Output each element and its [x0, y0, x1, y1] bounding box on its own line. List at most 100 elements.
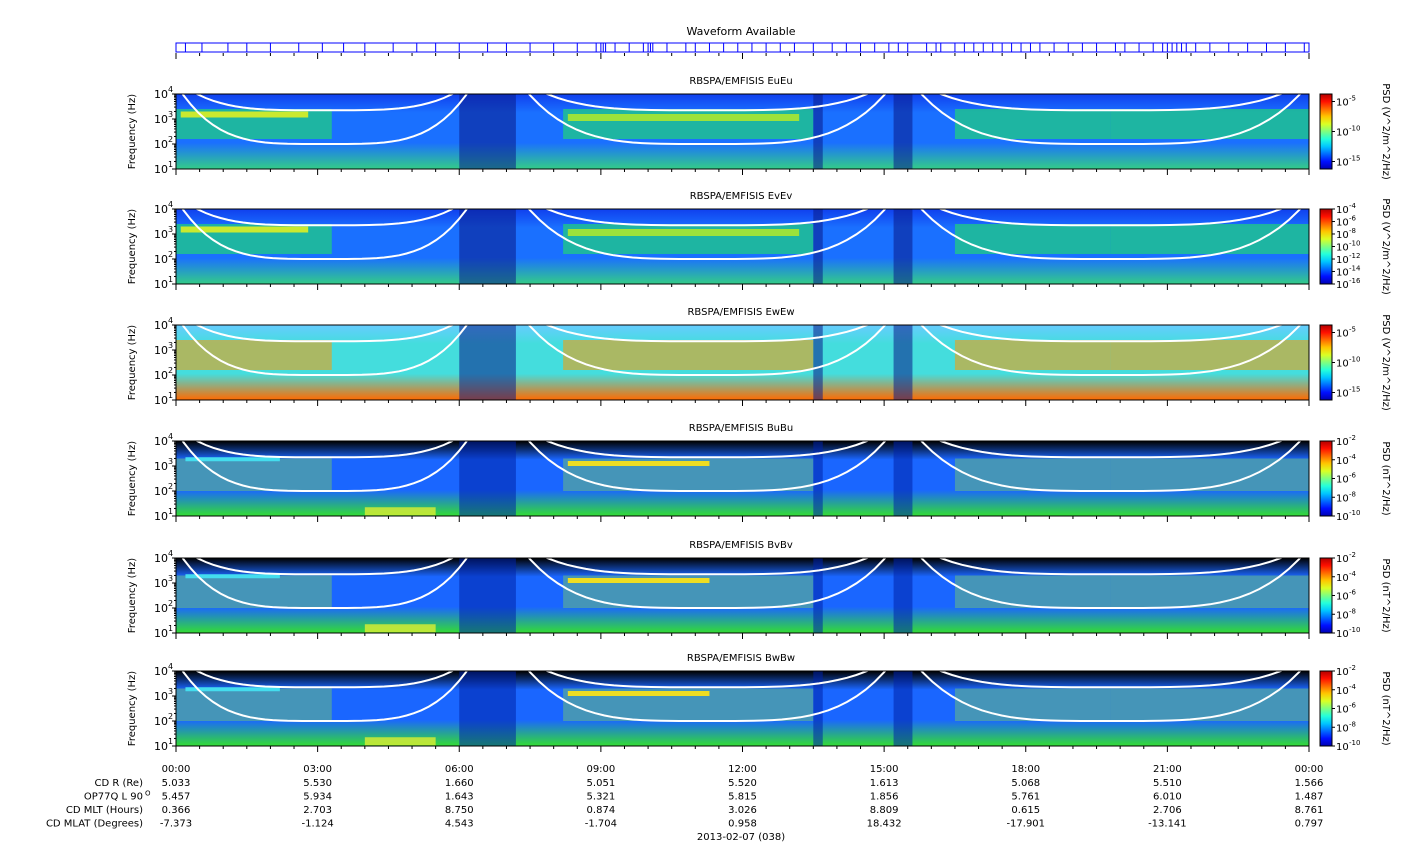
colorbar-tick-exponent: -4 — [1349, 202, 1357, 210]
chorus-band — [185, 574, 280, 579]
colorbar-tick-label: 10 — [1336, 267, 1349, 278]
x-tick-label: 15:00 — [870, 764, 899, 775]
ephemeris-value: 3.026 — [728, 805, 757, 816]
y-tick-exponent: 2 — [168, 712, 173, 721]
x-tick-label: 12:00 — [728, 764, 757, 775]
colorbar-label: PSD (nT^2/Hz) — [1380, 441, 1391, 515]
colorbar-tick-exponent: -2 — [1349, 664, 1356, 672]
ephemeris-value: 5.530 — [303, 778, 332, 789]
y-axis-label: Frequency (Hz) — [127, 94, 138, 170]
perigee-gap — [893, 558, 913, 633]
y-tick-exponent: 1 — [168, 391, 173, 400]
y-tick-label: 10 — [154, 627, 168, 640]
colorbar-tick-exponent: -4 — [1349, 570, 1357, 578]
hiss-band — [364, 624, 436, 633]
spectrogram-background — [176, 558, 1309, 633]
waveform-bar-frame — [175, 42, 1310, 53]
y-tick-exponent: 1 — [168, 275, 173, 284]
colorbar-tick-exponent: -6 — [1349, 472, 1357, 480]
colorbar-tick-exponent: -6 — [1349, 589, 1357, 597]
ephemeris-value: 5.510 — [1153, 778, 1182, 789]
colorbar-tick-label: 10 — [1336, 389, 1349, 400]
perigee-gap — [893, 671, 913, 746]
y-tick-label: 10 — [154, 690, 168, 703]
y-tick-label: 10 — [154, 163, 168, 176]
y-tick-exponent: 1 — [168, 624, 173, 633]
perigee-gap — [813, 558, 823, 633]
ephemeris-value: 5.934 — [303, 792, 332, 803]
colorbar-tick-label: 10 — [1336, 475, 1349, 486]
colorbar-tick-exponent: -8 — [1349, 490, 1356, 498]
perigee-gap — [813, 441, 823, 516]
chorus-band — [180, 226, 309, 233]
panel-title: RBSPA/EMFISIS BvBv — [689, 540, 793, 551]
ephemeris-value: -7.373 — [160, 819, 192, 830]
chorus-band — [567, 578, 710, 583]
y-tick-exponent: 4 — [168, 549, 173, 558]
y-tick-label: 10 — [154, 552, 168, 565]
colorbar-tick-label: 10 — [1336, 554, 1349, 565]
y-tick-exponent: 4 — [168, 200, 173, 209]
perigee-gap — [893, 209, 913, 284]
emission-region — [954, 458, 1111, 491]
perigee-gap — [813, 94, 823, 169]
y-tick-label: 10 — [154, 510, 168, 523]
colorbar-label: PSD (V^2/m^2/Hz) — [1380, 198, 1391, 295]
y-tick-label: 10 — [154, 253, 168, 266]
emission-region — [1110, 458, 1309, 491]
perigee-gap — [459, 94, 516, 169]
y-tick-exponent: 3 — [168, 457, 173, 466]
y-tick-label: 10 — [154, 435, 168, 448]
ephemeris-row-label: CD MLT (Hours) — [66, 805, 143, 816]
upper-hybrid-curve — [195, 325, 455, 343]
y-tick-exponent: 3 — [168, 225, 173, 234]
y-tick-label: 10 — [154, 88, 168, 101]
colorbar-tick-exponent: -8 — [1349, 720, 1356, 728]
ephemeris-value: 1.856 — [870, 792, 899, 803]
cyclotron-curve — [181, 671, 468, 722]
y-tick-exponent: 2 — [168, 599, 173, 608]
emission-region — [954, 340, 1111, 370]
y-tick-label: 10 — [154, 485, 168, 498]
colorbar — [1319, 93, 1333, 170]
ephemeris-value: 18.432 — [867, 819, 902, 830]
upper-hybrid-curve — [544, 558, 870, 576]
ephemeris-value: 1.487 — [1295, 792, 1324, 803]
colorbar-tick-label: 10 — [1336, 205, 1349, 216]
colorbar-tick-exponent: -10 — [1349, 125, 1360, 133]
ephemeris-value: 2.706 — [1153, 805, 1182, 816]
panel-title: RBSPA/EMFISIS EvEv — [690, 191, 793, 202]
colorbar-tick-exponent: -4 — [1349, 683, 1357, 691]
perigee-gap — [813, 209, 823, 284]
colorbar-label: PSD (nT^2/Hz) — [1380, 558, 1391, 632]
perigee-gap — [813, 671, 823, 746]
emission-region — [1110, 575, 1309, 608]
colorbar-tick-label: 10 — [1336, 723, 1349, 734]
upper-hybrid-curve — [195, 209, 455, 227]
y-tick-label: 10 — [154, 602, 168, 615]
y-tick-exponent: 1 — [168, 507, 173, 516]
ephemeris-value: 8.750 — [445, 805, 474, 816]
ephemeris-value: 5.068 — [1011, 778, 1040, 789]
colorbar-tick-exponent: -5 — [1349, 326, 1356, 334]
cyclotron-curve — [920, 441, 1302, 492]
colorbar-tick-label: 10 — [1336, 456, 1349, 467]
y-tick-label: 10 — [154, 577, 168, 590]
panel-title: RBSPA/EMFISIS EwEw — [687, 307, 794, 318]
y-tick-exponent: 2 — [168, 135, 173, 144]
colorbar-tick-label: 10 — [1336, 592, 1349, 603]
cyclotron-curve — [527, 441, 887, 492]
cyclotron-curve — [920, 558, 1302, 609]
cyclotron-curve — [920, 325, 1302, 376]
colorbar-tick-label: 10 — [1336, 218, 1349, 229]
colorbar-tick-exponent: -10 — [1349, 626, 1360, 634]
emission-region — [176, 340, 332, 370]
colorbar-tick-label: 10 — [1336, 329, 1349, 340]
ephemeris-value: 5.761 — [1011, 792, 1040, 803]
perigee-gap — [893, 325, 913, 400]
ephemeris-row-label: CD MLAT (Degrees) — [46, 819, 143, 830]
colorbar — [1319, 208, 1333, 285]
